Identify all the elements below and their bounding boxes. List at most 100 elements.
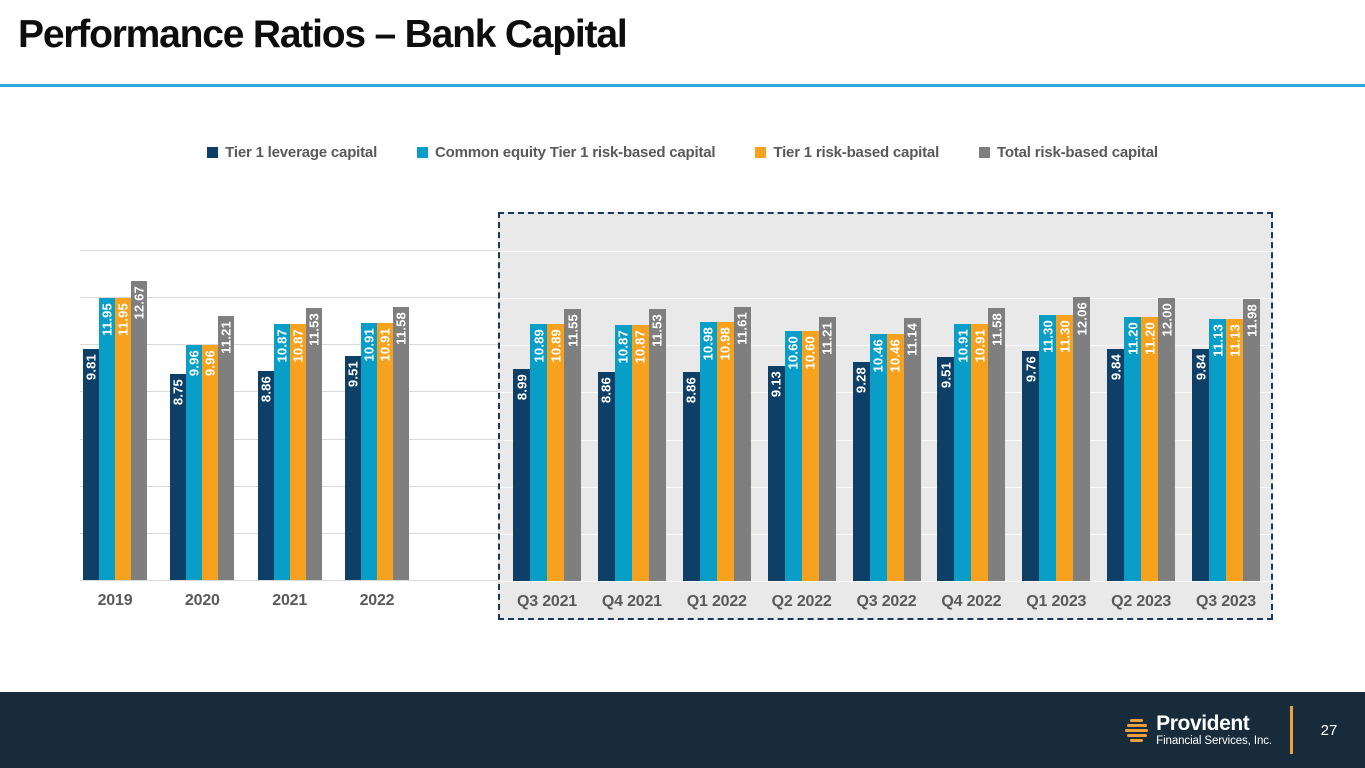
- bar: 10.91: [360, 322, 377, 580]
- bar-value-label: 11.30: [1057, 319, 1073, 353]
- bar-value-label: 10.98: [700, 327, 716, 361]
- bar-value-label: 12.06: [1074, 301, 1090, 336]
- category-label: Q2 2022: [771, 593, 832, 610]
- bar-group: 9.76 11.30 11.30 12.06 Q1 2023: [1021, 251, 1091, 610]
- bar: 8.86: [257, 371, 274, 580]
- category-label: Q3 2021: [517, 593, 577, 610]
- legend-swatch-icon: [979, 147, 991, 158]
- bar-value-label: 11.98: [1244, 303, 1259, 337]
- annual-bar-chart: 9.81 11.95 11.95 12.67 2019 8.75 9.96 9.96 11.21…: [83, 250, 409, 609]
- bar-value-label: 10.60: [802, 336, 818, 370]
- bar: 12.67: [131, 281, 147, 580]
- bar-group: 8.75 9.96 9.96 11.21 2020: [170, 250, 235, 609]
- bar: 11.30: [1056, 314, 1074, 581]
- bar: 10.60: [784, 331, 802, 581]
- bar: 9.76: [1022, 350, 1040, 581]
- bar-cluster: 8.86 10.87 10.87 11.53: [257, 308, 322, 580]
- bar: 11.14: [903, 318, 921, 581]
- bar: 11.95: [115, 298, 131, 580]
- beehive-row: [1126, 733, 1147, 737]
- bar-value-label: 11.20: [1125, 322, 1141, 355]
- gridline: [80, 250, 498, 251]
- bar: 11.55: [564, 308, 581, 581]
- bar-value-label: 11.53: [306, 313, 322, 347]
- bar: 10.91: [376, 322, 393, 580]
- beehive-row: [1125, 728, 1149, 732]
- bar: 12.00: [1158, 298, 1176, 581]
- bar: 9.13: [767, 365, 785, 581]
- gridline: [500, 581, 1271, 582]
- bar-value-label: 9.84: [1193, 354, 1208, 381]
- legend-item: Tier 1 risk-based capital: [755, 144, 939, 161]
- bar-group: 8.86 10.87 10.87 11.53 Q4 2021: [597, 251, 667, 610]
- bar: 8.86: [597, 372, 615, 581]
- gridline: [80, 580, 498, 581]
- bar: 11.95: [99, 298, 115, 580]
- gridline: [80, 297, 498, 299]
- bar: 11.58: [392, 307, 409, 580]
- legend-item: Tier 1 leverage capital: [207, 144, 377, 161]
- bar: 10.89: [530, 324, 547, 581]
- gridline: [500, 298, 1271, 300]
- bar-cluster: 9.81 11.95 11.95 12.67: [83, 281, 147, 580]
- bar: 9.51: [344, 355, 361, 580]
- bar-value-label: 10.89: [531, 329, 546, 363]
- bar-value-label: 10.46: [870, 339, 886, 373]
- bar-value-label: 10.87: [274, 328, 290, 363]
- category-label: Q4 2022: [941, 593, 1002, 610]
- bar-value-label: 11.13: [1210, 323, 1225, 357]
- bar-value-label: 8.86: [683, 377, 699, 404]
- title-underline-rule: [0, 84, 1365, 87]
- bar: 10.46: [869, 334, 887, 581]
- bar-value-label: 11.95: [99, 303, 115, 337]
- bar-group: 9.84 11.20 11.20 12.00 Q2 2023: [1106, 251, 1176, 610]
- bar-value-label: 9.96: [202, 350, 218, 377]
- bar-group: 8.86 10.87 10.87 11.53 2021: [257, 250, 322, 609]
- provident-logo: Provident Financial Services, Inc.: [1125, 713, 1272, 748]
- page-number: 27: [1320, 721, 1338, 739]
- bar: 9.28: [852, 362, 870, 581]
- brand-subtitle: Financial Services, Inc.: [1156, 734, 1272, 747]
- bar: 11.21: [818, 316, 836, 581]
- beehive-row: [1130, 738, 1144, 742]
- bar-value-label: 10.91: [955, 328, 971, 363]
- bar-group: 8.99 10.89 10.89 11.55 Q3 2021: [512, 251, 582, 610]
- bar: 11.20: [1124, 317, 1142, 581]
- category-label: Q1 2023: [1026, 593, 1087, 610]
- category-label: 2022: [359, 592, 395, 609]
- bar-value-label: 11.30: [1040, 319, 1056, 353]
- beehive-row: [1130, 718, 1144, 722]
- bar-cluster: 8.86 10.98 10.98 11.61: [682, 307, 752, 581]
- bar-group: 8.86 10.98 10.98 11.61 Q1 2022: [682, 251, 752, 610]
- bar-group: 9.13 10.60 10.60 11.21 Q2 2022: [767, 251, 837, 610]
- legend-swatch-icon: [417, 147, 429, 158]
- brand-text: Provident Financial Services, Inc.: [1156, 713, 1272, 748]
- bar: 10.98: [716, 322, 734, 581]
- legend-item: Common equity Tier 1 risk-based capital: [417, 144, 716, 161]
- bar-value-label: 9.81: [83, 353, 99, 380]
- legend-swatch-icon: [755, 147, 767, 158]
- category-label: Q1 2022: [686, 593, 747, 610]
- legend-label: Total risk-based capital: [997, 144, 1158, 161]
- bar: 10.46: [886, 334, 904, 581]
- bar-value-label: 11.53: [649, 314, 665, 348]
- bar: 8.86: [682, 372, 700, 581]
- bar-value-label: 9.51: [938, 361, 954, 388]
- category-label: Q4 2021: [601, 593, 662, 610]
- bar-value-label: 11.58: [393, 312, 409, 345]
- bar-value-label: 11.14: [904, 323, 920, 357]
- bar: 10.89: [547, 324, 564, 581]
- bar: 11.53: [305, 308, 322, 580]
- bar: 11.61: [733, 307, 751, 581]
- bar-cluster: 9.28 10.46 10.46 11.14: [852, 318, 922, 581]
- bar-value-label: 10.98: [717, 327, 733, 361]
- category-label: Q3 2022: [856, 593, 917, 610]
- bar: 8.75: [170, 373, 187, 580]
- bar-value-label: 9.13: [768, 370, 784, 397]
- bar-value-label: 9.76: [1023, 355, 1039, 383]
- bar: 9.96: [202, 345, 219, 580]
- bar-cluster: 9.13 10.60 10.60 11.21: [767, 316, 837, 581]
- bar: 10.60: [801, 331, 819, 581]
- bar-group: 9.84 11.13 11.13 11.98 Q3 2023: [1191, 251, 1261, 610]
